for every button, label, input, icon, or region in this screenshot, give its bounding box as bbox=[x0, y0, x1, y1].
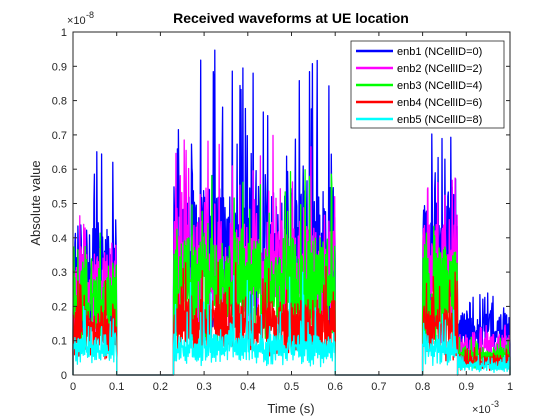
y-axis-ticks: 0 0.1 0.2 0.3 0.4 0.5 0.6 0.7 0.8 0.9 1 bbox=[52, 27, 510, 382]
x-tick-label: 0.1 bbox=[109, 381, 124, 393]
x-axis-ticks: 0 0.1 0.2 0.3 0.4 0.5 0.6 0.7 0.8 0.9 1 bbox=[70, 32, 513, 393]
y-tick-label: 0.3 bbox=[52, 267, 67, 279]
y-tick-label: 1 bbox=[61, 27, 67, 39]
y-exponent-label: ×10 -8 bbox=[67, 10, 94, 27]
y-tick-label: 0.7 bbox=[52, 130, 67, 142]
series-layer bbox=[72, 49, 511, 376]
y-tick-label: 0.5 bbox=[52, 199, 67, 211]
y-tick-label: 0.4 bbox=[52, 233, 67, 245]
x-tick-label: 0.2 bbox=[153, 381, 168, 393]
x-axis-label: Time (s) bbox=[267, 401, 314, 416]
x-tick-label: 0.8 bbox=[415, 381, 430, 393]
y-tick-label: 0.2 bbox=[52, 301, 67, 313]
x-tick-label: 0.4 bbox=[240, 381, 255, 393]
legend-label-enb1: enb1 (NCellID=0) bbox=[397, 46, 482, 58]
y-axis-label: Absolute value bbox=[28, 160, 43, 245]
legend: enb1 (NCellID=0) enb2 (NCellID=2) enb3 (NC… bbox=[350, 40, 505, 129]
x-exponent-label: ×10 -3 bbox=[472, 399, 499, 416]
legend-label-enb4: enb4 (NCellID=6) bbox=[397, 97, 482, 109]
x-multiplier-base: ×10 bbox=[472, 404, 491, 416]
x-tick-label: 0.9 bbox=[459, 381, 474, 393]
y-tick-label: 0.1 bbox=[52, 336, 67, 348]
y-tick-label: 0.6 bbox=[52, 164, 67, 176]
x-tick-label: 0.3 bbox=[196, 381, 211, 393]
legend-label-enb2: enb2 (NCellID=2) bbox=[397, 63, 482, 75]
x-tick-label: 0.6 bbox=[328, 381, 343, 393]
legend-label-enb5: enb5 (NCellID=8) bbox=[397, 114, 482, 126]
y-tick-label: 0.8 bbox=[52, 96, 67, 108]
x-tick-label: 0.5 bbox=[284, 381, 299, 393]
chart-title: Received waveforms at UE location bbox=[173, 10, 409, 26]
x-tick-label: 1 bbox=[507, 381, 513, 393]
legend-label-enb3: enb3 (NCellID=4) bbox=[397, 80, 482, 92]
y-tick-label: 0 bbox=[61, 370, 67, 382]
y-tick-label: 0.9 bbox=[52, 61, 67, 73]
x-multiplier-exponent: -3 bbox=[491, 399, 499, 409]
y-multiplier-exponent: -8 bbox=[86, 10, 94, 20]
x-tick-label: 0 bbox=[70, 381, 76, 393]
x-tick-label: 0.7 bbox=[371, 381, 386, 393]
series-line-enb5 bbox=[72, 271, 511, 376]
y-multiplier-base: ×10 bbox=[67, 15, 86, 27]
